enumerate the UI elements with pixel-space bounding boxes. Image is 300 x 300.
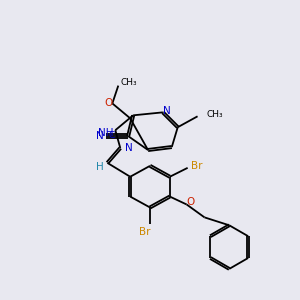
Text: O: O (104, 98, 112, 108)
Text: N: N (96, 131, 103, 141)
Text: O: O (187, 196, 195, 206)
Text: NH: NH (98, 128, 113, 138)
Text: CH₃: CH₃ (206, 110, 223, 119)
Text: N: N (163, 106, 171, 116)
Text: CH₃: CH₃ (121, 78, 137, 87)
Text: H: H (96, 162, 103, 172)
Text: Br: Br (191, 161, 202, 171)
Text: C: C (108, 130, 115, 140)
Text: N: N (125, 143, 133, 153)
Text: Br: Br (139, 227, 151, 237)
